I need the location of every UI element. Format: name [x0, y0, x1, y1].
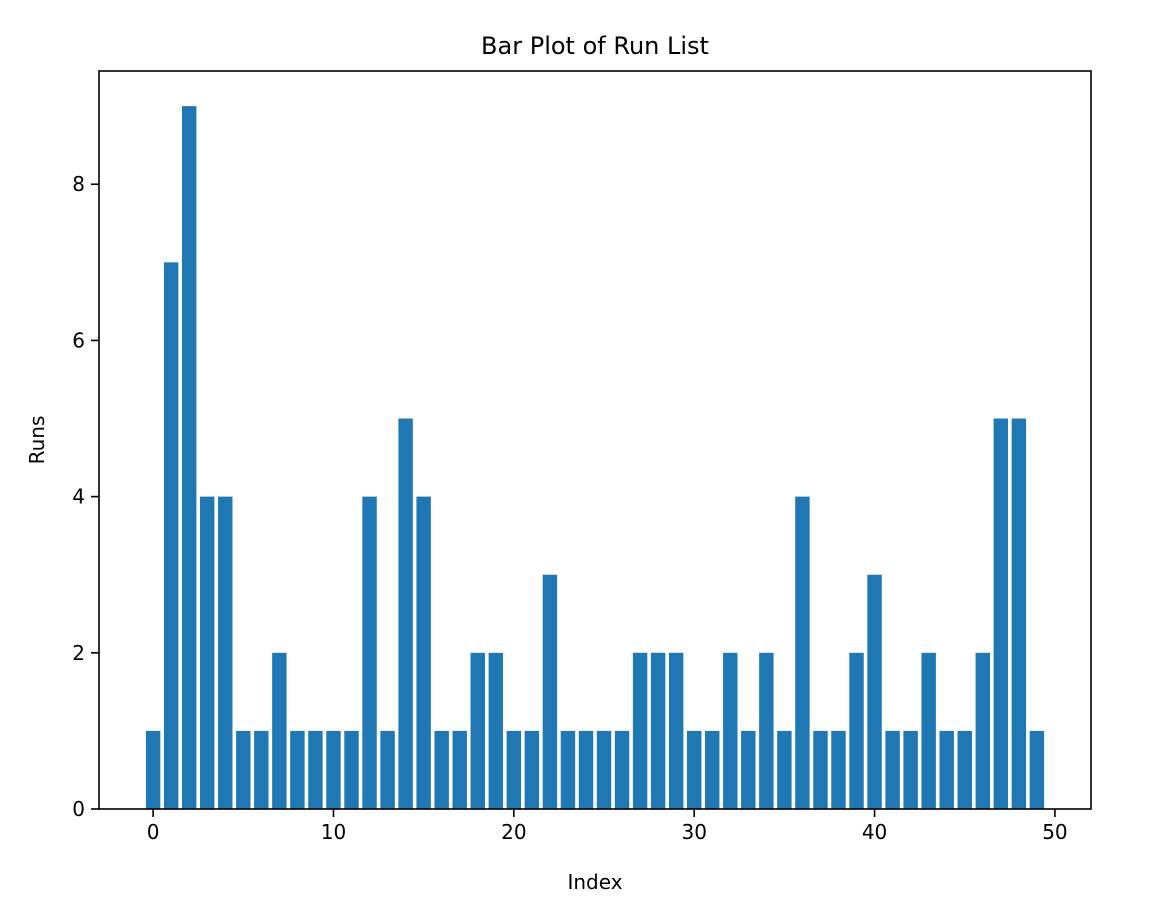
- x-tick-label: 10: [321, 820, 346, 844]
- bar-43: [921, 652, 936, 809]
- bar-10: [326, 730, 341, 809]
- bar-6: [254, 730, 269, 809]
- bar-19: [488, 652, 504, 809]
- bar-14: [398, 418, 413, 809]
- bar-23: [560, 730, 576, 809]
- bar-48: [1011, 418, 1027, 809]
- bars-group: [145, 106, 1045, 810]
- x-tick-label: 20: [501, 820, 526, 844]
- bar-30: [686, 730, 702, 809]
- y-tick-label: 6: [72, 328, 85, 352]
- bar-13: [380, 730, 395, 809]
- x-axis-ticks: 0 10 20 30 40 50: [147, 809, 1068, 844]
- bar-31: [705, 730, 720, 809]
- bar-25: [596, 730, 612, 809]
- bar-22: [542, 574, 558, 809]
- x-tick-label: 30: [681, 820, 706, 844]
- bar-27: [632, 652, 648, 809]
- bar-16: [434, 730, 449, 809]
- chart-title: Bar Plot of Run List: [481, 32, 709, 60]
- bar-11: [344, 730, 359, 809]
- bar-34: [759, 652, 774, 809]
- bar-26: [614, 730, 630, 809]
- bar-32: [723, 652, 738, 809]
- y-axis-label: Runs: [25, 416, 49, 465]
- bar-15: [416, 496, 431, 809]
- bar-45: [957, 730, 972, 809]
- bar-24: [578, 730, 594, 809]
- bar-29: [668, 652, 684, 809]
- bar-28: [650, 652, 666, 809]
- bar-1: [163, 262, 179, 810]
- bar-39: [849, 652, 864, 809]
- bar-42: [903, 730, 918, 809]
- bar-46: [975, 652, 990, 809]
- x-tick-label: 50: [1042, 820, 1067, 844]
- plot-area-frame: [98, 70, 1092, 810]
- bar-41: [885, 730, 900, 809]
- y-tick-label: 8: [72, 172, 85, 196]
- bar-4: [218, 496, 233, 809]
- bar-36: [795, 496, 810, 809]
- y-axis-ticks: 0 2 4 6 8: [72, 172, 99, 821]
- bar-3: [200, 496, 215, 809]
- y-tick-label: 4: [72, 485, 85, 509]
- y-tick-label: 2: [72, 641, 85, 665]
- bar-12: [362, 496, 377, 809]
- y-tick-label: 0: [72, 797, 85, 821]
- bar-21: [524, 730, 540, 809]
- bar-0: [145, 730, 161, 809]
- bar-33: [741, 730, 756, 809]
- bar-40: [867, 574, 882, 809]
- bar-18: [470, 652, 485, 809]
- x-tick-label: 40: [862, 820, 887, 844]
- bar-7: [272, 652, 287, 809]
- bar-44: [939, 730, 954, 809]
- x-tick-label: 0: [147, 820, 160, 844]
- bar-17: [452, 730, 467, 809]
- bar-2: [181, 106, 197, 809]
- bar-37: [813, 730, 828, 809]
- bar-49: [1029, 730, 1045, 809]
- bar-9: [308, 730, 323, 809]
- bar-38: [831, 730, 846, 809]
- bar-8: [290, 730, 305, 809]
- bar-35: [777, 730, 792, 809]
- bar-5: [236, 730, 251, 809]
- bar-20: [506, 730, 522, 809]
- x-axis-label: Index: [567, 870, 622, 894]
- bar-47: [993, 418, 1009, 809]
